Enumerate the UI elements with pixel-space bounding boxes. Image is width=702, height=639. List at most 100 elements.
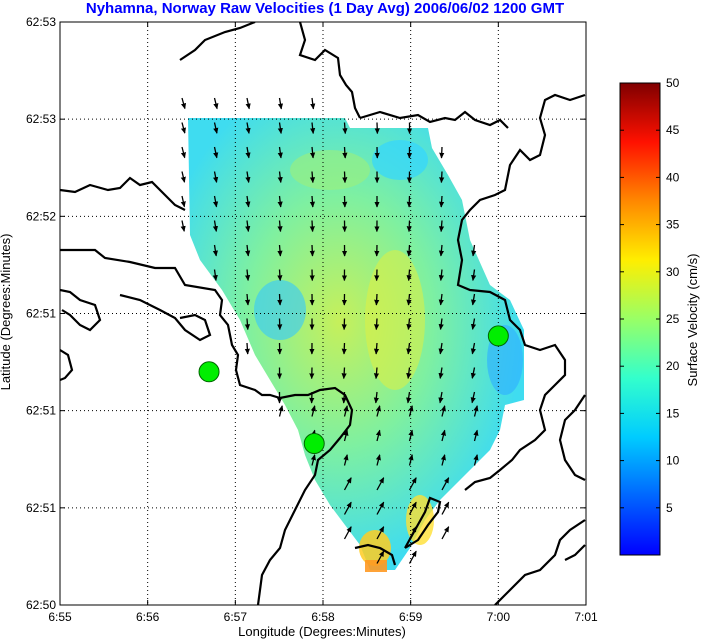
velocity-vector (406, 244, 412, 257)
velocity-vector (341, 342, 347, 355)
velocity-vector (277, 97, 284, 110)
velocity-vector (439, 171, 445, 184)
velocity-vector (180, 220, 186, 232)
velocity-vector (470, 367, 476, 379)
velocity-vector (441, 501, 450, 515)
velocity-vector (375, 429, 381, 442)
velocity-vector (343, 429, 349, 442)
velocity-vector (180, 171, 186, 183)
velocity-vector (245, 195, 251, 208)
velocity-vector (180, 195, 186, 208)
velocity-vector (213, 122, 219, 134)
velocity-vector (343, 477, 352, 491)
velocity-vector (406, 293, 412, 306)
velocity-vector (470, 342, 476, 355)
y-axis: 62:50 62:51 62:51 62:51 62:52 62:53 62:53 (26, 15, 586, 612)
velocity-vector (343, 526, 352, 540)
x-tick-label: 6:58 (311, 610, 335, 624)
x-axis: 6:55 6:56 6:57 6:58 6:59 7:00 7:01 (48, 22, 598, 624)
y-tick-label: 62:52 (26, 209, 56, 223)
colorbar-tick-label: 30 (666, 265, 680, 279)
velocity-vector (438, 391, 444, 404)
velocity-vector (373, 342, 380, 355)
velocity-vector (376, 550, 385, 564)
velocity-vector (406, 367, 412, 380)
velocity-vector (309, 195, 316, 208)
x-tick-label: 7:01 (574, 610, 598, 624)
velocity-vector (376, 526, 385, 540)
colorbar-tick-label: 35 (666, 218, 680, 232)
velocity-vector (408, 550, 417, 564)
velocity-vector (309, 146, 316, 159)
colorbar-tick-label: 50 (666, 76, 680, 90)
velocity-vector (277, 244, 283, 257)
chart-title: Nyhamna, Norway Raw Velocities (1 Day Av… (86, 0, 564, 17)
velocity-vector (376, 501, 385, 515)
velocity-vector (212, 244, 218, 257)
velocity-vector (277, 220, 283, 233)
colorbar-tick-label: 40 (666, 170, 680, 184)
velocity-vector (278, 405, 284, 417)
velocity-vector (310, 97, 316, 110)
velocity-vector (342, 171, 348, 184)
velocity-vector (373, 367, 380, 380)
colorbar-tick-label: 25 (666, 312, 680, 326)
x-tick-label: 7:00 (487, 610, 511, 624)
velocity-vector (213, 97, 219, 110)
velocity-vector (438, 367, 444, 379)
x-tick-label: 6:55 (48, 610, 72, 624)
colorbar-tick-label: 20 (666, 359, 680, 373)
velocity-vector (441, 477, 450, 491)
colorbar-tick-label: 10 (666, 454, 680, 468)
velocity-vector (213, 171, 219, 183)
velocity-vector (470, 293, 477, 306)
colorbar-tick-label: 15 (666, 406, 680, 420)
velocity-vector (441, 526, 450, 540)
colorbar-tick-label: 45 (666, 123, 680, 137)
velocity-vector (343, 405, 349, 417)
y-tick-label: 62:53 (26, 112, 56, 126)
velocity-vector (181, 97, 187, 110)
velocity-vector (408, 405, 414, 417)
velocity-vector (374, 318, 380, 331)
station-marker (198, 361, 220, 383)
velocity-vector (277, 122, 283, 135)
velocity-vector (438, 318, 444, 331)
velocity-vector (212, 220, 219, 232)
velocity-vector (309, 171, 316, 184)
velocity-vector (180, 122, 186, 134)
velocity-vector (244, 293, 251, 306)
velocity-vector (440, 405, 446, 417)
velocity-vector (373, 391, 379, 404)
velocity-vector (212, 269, 218, 282)
velocity-vector (438, 342, 444, 355)
velocity-vector (342, 146, 348, 159)
velocity-vector (406, 318, 412, 331)
velocity-vector (342, 122, 348, 135)
colorbar-tick-label: 5 (666, 501, 673, 515)
velocity-vector (244, 342, 250, 355)
velocity-vector (245, 122, 251, 134)
velocity-vector (245, 244, 251, 257)
station-marker (303, 433, 325, 455)
velocity-vector (470, 391, 476, 404)
velocity-vector (440, 429, 446, 442)
velocity-vector (244, 318, 251, 331)
velocity-vector (438, 269, 444, 282)
velocity-vector (245, 97, 251, 110)
velocity-vector (309, 244, 315, 257)
velocity-vector (341, 367, 347, 380)
velocity-vector (343, 454, 349, 466)
velocity-vector (244, 269, 251, 282)
colorbar-ticks: 5 10 15 20 25 30 35 40 45 50 (620, 76, 680, 515)
velocity-vector (376, 477, 385, 491)
velocity-vector (408, 429, 414, 442)
y-tick-label: 62:51 (26, 307, 56, 321)
velocity-vector (440, 454, 446, 466)
station-marker (487, 325, 509, 347)
x-tick-label: 6:57 (224, 610, 248, 624)
colorbar-gradient (619, 82, 661, 556)
velocity-vector (408, 454, 414, 466)
velocity-vector (473, 454, 479, 466)
velocity-vector (408, 477, 417, 491)
